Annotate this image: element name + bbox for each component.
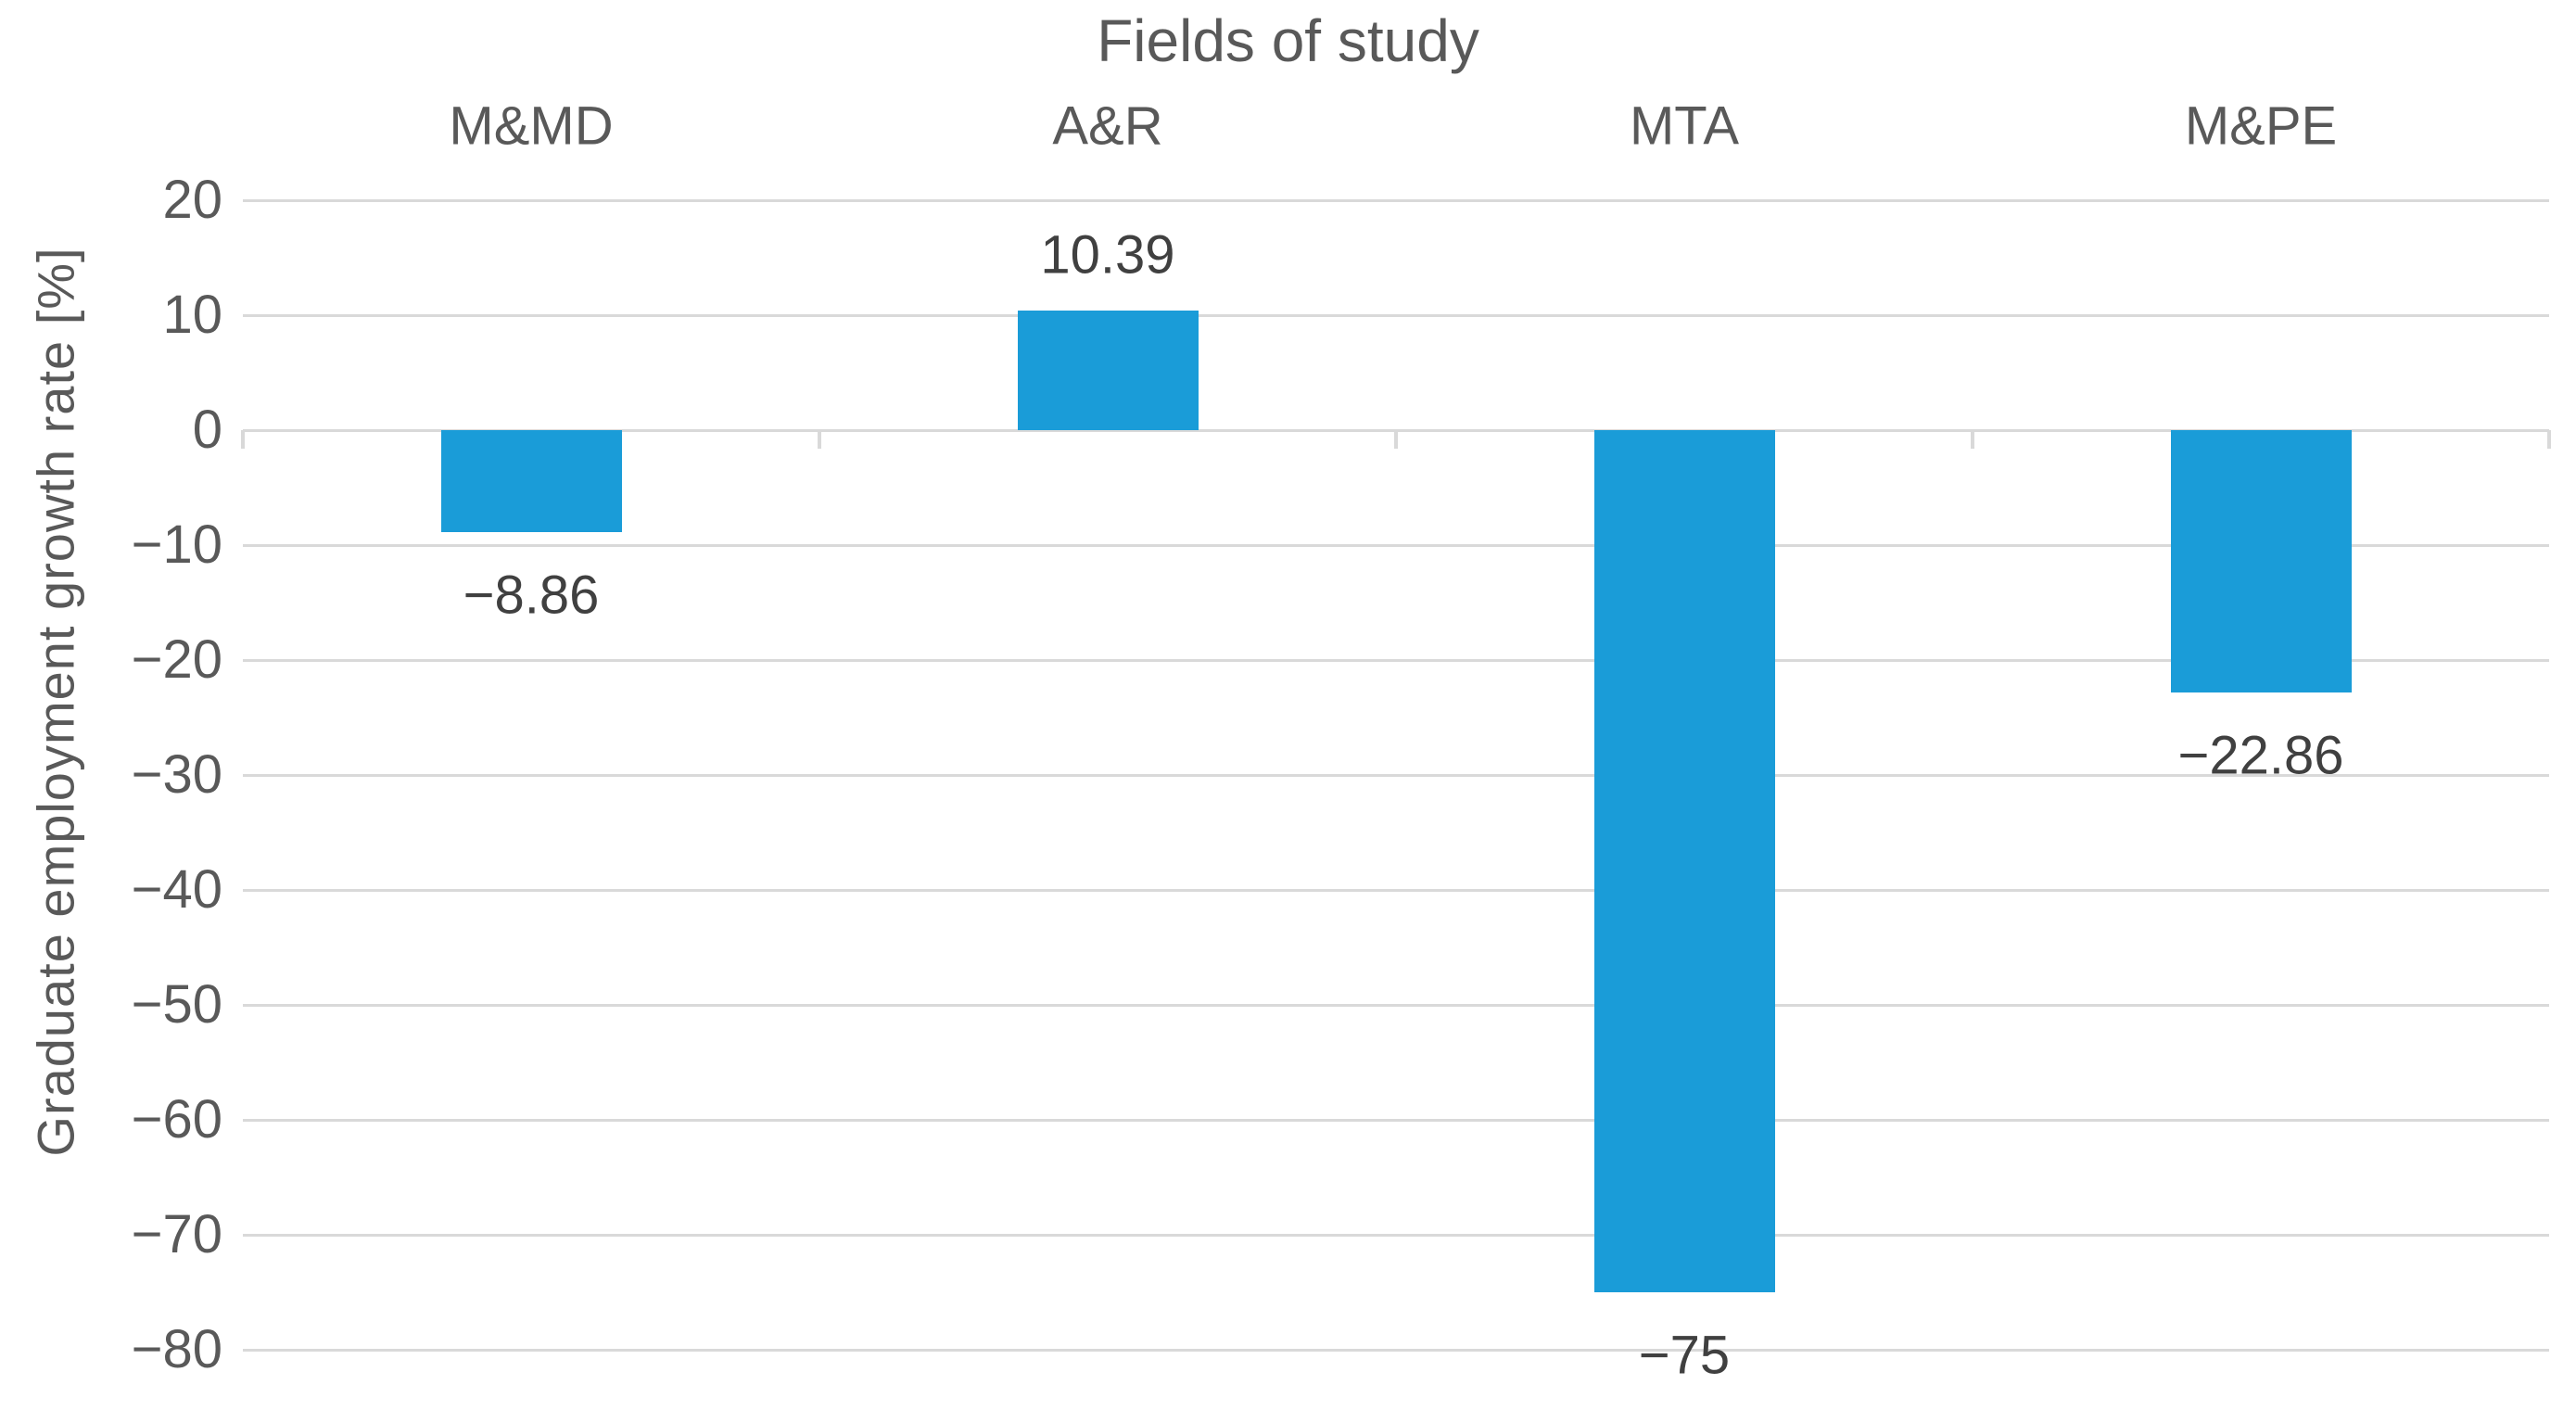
gridline (243, 1349, 2549, 1352)
y-tick-label: −10 (131, 514, 222, 575)
gridline (243, 199, 2549, 202)
y-tick-label: −70 (131, 1204, 222, 1264)
category-axis-tick (818, 430, 821, 449)
gridline (243, 544, 2549, 547)
bar-m-md (441, 430, 622, 532)
gridline (243, 1119, 2549, 1122)
gridline (243, 659, 2549, 662)
category-label: M&MD (449, 95, 614, 157)
bar-mta (1594, 430, 1775, 1292)
category-label: M&PE (2184, 95, 2338, 157)
category-label: A&R (1052, 95, 1163, 157)
gridline (243, 1234, 2549, 1237)
gridline (243, 889, 2549, 892)
data-label: −22.86 (2177, 725, 2344, 786)
gridline (243, 774, 2549, 777)
y-tick-label: −20 (131, 629, 222, 690)
category-axis-tick (241, 430, 245, 449)
bar-m-pe (2171, 430, 2352, 692)
y-tick-label: 0 (192, 400, 222, 460)
category-axis-tick (2547, 430, 2551, 449)
data-label: 10.39 (1040, 224, 1175, 286)
gridline (243, 1004, 2549, 1007)
category-label: MTA (1629, 95, 1740, 157)
category-axis-tick (1971, 430, 1974, 449)
y-tick-label: −30 (131, 744, 222, 805)
category-axis-tick (1394, 430, 1398, 449)
data-label: −75 (1638, 1325, 1731, 1386)
y-tick-label: −40 (131, 859, 222, 920)
y-tick-label: 20 (162, 170, 222, 230)
y-tick-label: −50 (131, 974, 222, 1035)
y-tick-label: −60 (131, 1089, 222, 1150)
y-tick-label: 10 (162, 285, 222, 345)
data-label: −8.86 (463, 565, 600, 626)
bar-a-r (1018, 311, 1199, 430)
y-tick-label: −80 (131, 1319, 222, 1379)
chart-title: Fields of study (1097, 7, 1479, 74)
gridline (243, 314, 2549, 317)
